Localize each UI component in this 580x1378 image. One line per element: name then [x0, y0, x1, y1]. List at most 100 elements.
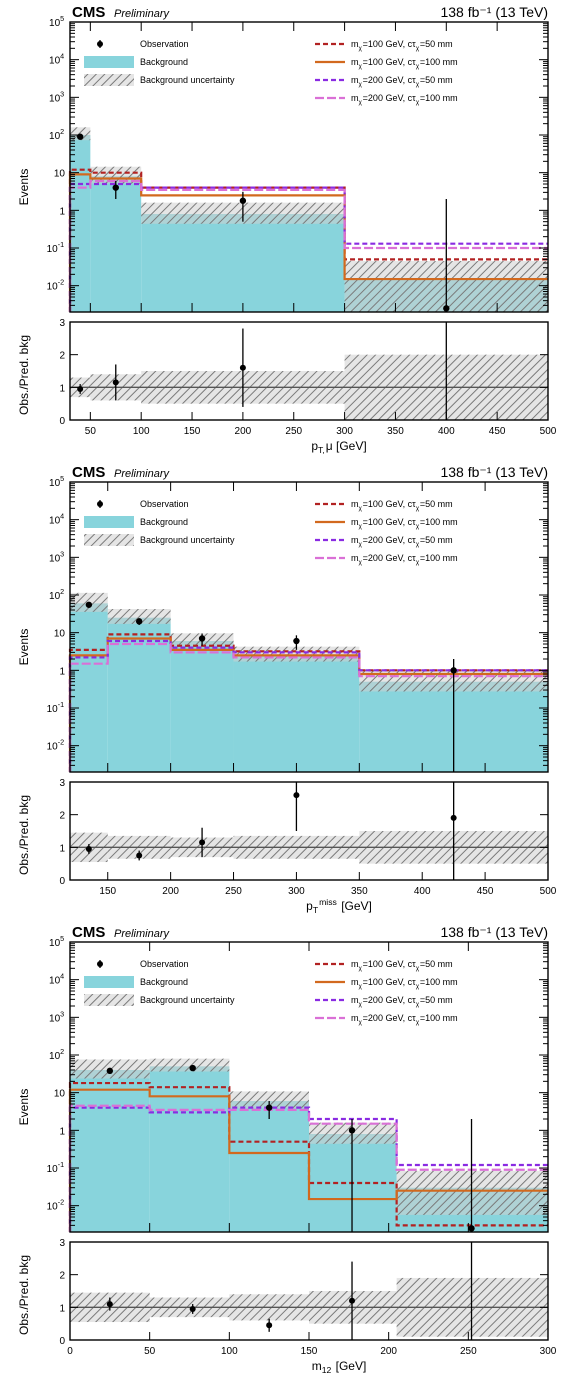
- x-tick-label: 150: [99, 886, 116, 897]
- ratio-y-tick-label: 2: [59, 1271, 65, 1282]
- observation-point: [112, 184, 119, 191]
- signal-line-2: [68, 173, 548, 312]
- background-bar: [70, 603, 108, 772]
- y-tick-label: 10-1: [47, 240, 65, 255]
- cms-label: CMS: [72, 924, 105, 941]
- x-tick-label: 100: [133, 426, 150, 437]
- signal-line-3: [68, 1106, 548, 1232]
- legend: Observation Background Background uncertai…: [84, 959, 458, 1026]
- y-tick-label: 102: [49, 1047, 65, 1062]
- ratio-point: [85, 845, 92, 852]
- uncertainty-band: [107, 608, 171, 624]
- observation-point: [468, 1225, 475, 1232]
- legend-observation-marker: [97, 961, 103, 967]
- x-tick-label: 250: [225, 886, 242, 897]
- ratio-y-axis-label: Obs./Pred. bkg: [17, 1255, 31, 1335]
- legend-signal-2: mχ =100 GeV, cτχ =100 mm: [351, 977, 458, 990]
- y-axis-label: Events: [17, 169, 31, 206]
- observation-point: [85, 601, 93, 608]
- legend-background: Background: [140, 57, 188, 67]
- ratio-y-tick-label: 0: [59, 416, 65, 427]
- y-tick-label: 10-1: [47, 1160, 65, 1175]
- signal-line-4: [68, 642, 548, 772]
- x-tick-label: 450: [489, 426, 506, 437]
- background-bar: [149, 1066, 230, 1232]
- x-tick-label: 500: [540, 426, 557, 437]
- x-tick-label: 200: [162, 886, 179, 897]
- x-tick-label: 150: [184, 426, 201, 437]
- uncertainty-band: [229, 1091, 309, 1109]
- signal-line-1: [68, 1081, 548, 1232]
- ratio-y-axis-label: Obs./Pred. bkg: [17, 335, 31, 415]
- x-tick-label: 300: [288, 886, 305, 897]
- legend-signal-2: mχ =100 GeV, cτχ =100 mm: [351, 517, 458, 530]
- y-tick-label: 102: [49, 127, 65, 142]
- legend-uncertainty: Background uncertainty: [140, 75, 235, 85]
- observation-point: [76, 133, 84, 140]
- observation-point: [293, 637, 300, 645]
- y-tick-label: 103: [49, 1009, 65, 1024]
- background-bar: [170, 641, 234, 772]
- y-tick-label: 10: [54, 1089, 66, 1100]
- x-tick-label: 0: [67, 1346, 73, 1357]
- ratio-point: [349, 1297, 356, 1304]
- legend-background-swatch: [84, 516, 134, 528]
- legend-uncertainty-swatch: [84, 534, 134, 546]
- y-tick-label: 105: [49, 474, 65, 489]
- x-tick-label: 200: [235, 426, 252, 437]
- legend-observation-marker: [97, 41, 103, 47]
- ratio-point: [239, 364, 246, 371]
- cms-label: CMS: [72, 4, 105, 21]
- background-bar: [233, 655, 360, 772]
- cms-label: CMS: [72, 464, 105, 481]
- legend-background: Background: [140, 517, 188, 527]
- upper-frame: [69, 21, 549, 313]
- observation-point: [450, 667, 457, 674]
- legend-signal-1: mχ =100 GeV, cτχ =50 mm: [351, 39, 453, 52]
- ratio-point: [293, 792, 300, 799]
- ratio-y-axis-label: Obs./Pred. bkg: [17, 795, 31, 875]
- x-axis-label: pT miss [GeV]: [306, 897, 372, 915]
- ratio-point: [189, 1305, 196, 1312]
- lumi-label: 138 fb⁻¹ (13 TeV): [440, 464, 548, 480]
- ratio-frame: [69, 321, 549, 421]
- observation-point: [348, 1127, 356, 1134]
- y-tick-label: 10: [54, 169, 66, 180]
- signal-line-3: [68, 639, 548, 772]
- ratio-point: [450, 814, 457, 821]
- legend-uncertainty: Background uncertainty: [140, 535, 235, 545]
- x-tick-label: 450: [477, 886, 494, 897]
- ratio-point: [106, 1301, 113, 1308]
- legend-signal-3: mχ =200 GeV, cτχ =50 mm: [351, 535, 453, 548]
- ratio-y-tick-label: 1: [59, 1303, 65, 1314]
- y-axis-label: Events: [17, 629, 31, 666]
- y-tick-label: 10-1: [47, 700, 65, 715]
- x-tick-label: 200: [380, 1346, 397, 1357]
- preliminary-label: Preliminary: [114, 8, 171, 20]
- uncertainty-band: [396, 1170, 548, 1215]
- ratio-point: [136, 852, 143, 859]
- legend-observation: Observation: [140, 959, 189, 969]
- x-tick-label: 50: [144, 1346, 156, 1357]
- ratio-y-tick-label: 3: [59, 778, 65, 789]
- observation-point: [239, 197, 247, 204]
- x-tick-label: 400: [438, 426, 455, 437]
- panel-2: CMS Preliminary 138 fb⁻¹ (13 TeV) 10-2 10-1…: [17, 464, 557, 915]
- x-tick-label: 50: [85, 426, 97, 437]
- legend-observation: Observation: [140, 39, 189, 49]
- x-tick-label: 150: [301, 1346, 318, 1357]
- x-axis-label: pT, μ [GeV]: [311, 439, 366, 455]
- y-tick-label: 104: [49, 512, 65, 527]
- y-tick-label: 105: [49, 934, 65, 949]
- legend-background-swatch: [84, 56, 134, 68]
- legend-signal-4: mχ =200 GeV, cτχ =100 mm: [351, 93, 458, 106]
- legend-observation-marker: [97, 501, 103, 507]
- legend-observation: Observation: [140, 499, 189, 509]
- x-tick-label: 250: [460, 1346, 477, 1357]
- ratio-point: [199, 839, 206, 846]
- y-tick-label: 1: [59, 206, 65, 217]
- background-bar: [141, 213, 345, 312]
- upper-frame: [69, 481, 549, 773]
- y-tick-label: 103: [49, 549, 65, 564]
